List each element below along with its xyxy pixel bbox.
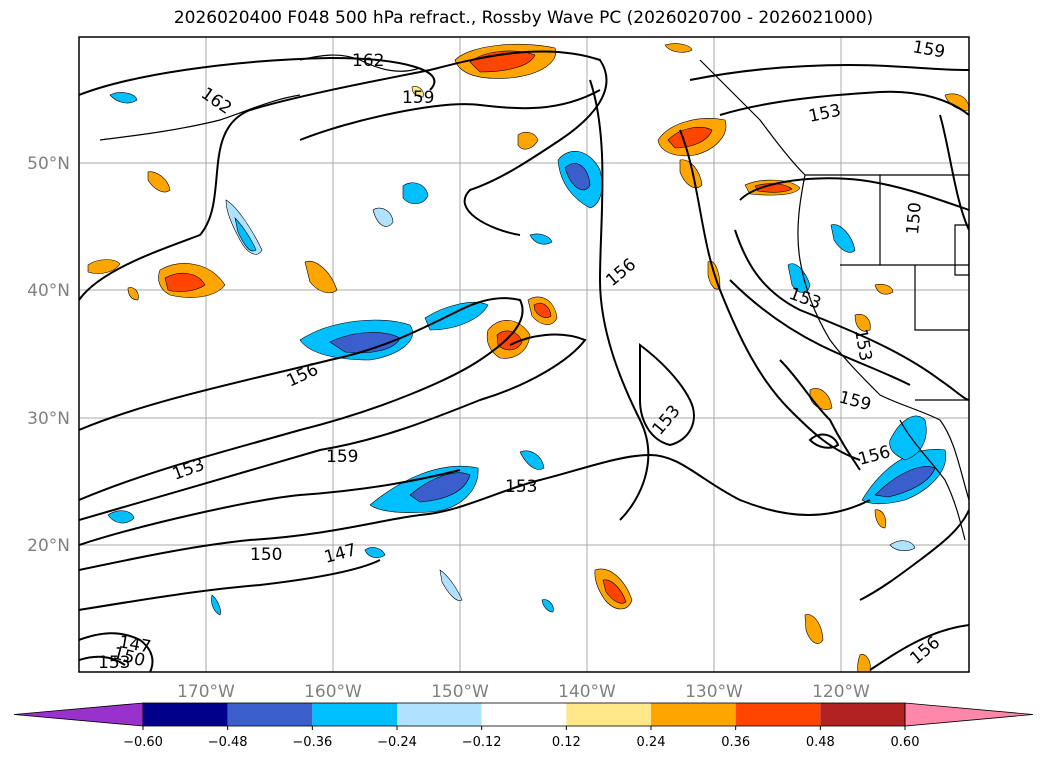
- colorbar-tick-label: 0.12: [552, 735, 581, 750]
- colorbar-tick-label: −0.12: [462, 735, 502, 750]
- colorbar-tick-label: 0.24: [637, 735, 666, 750]
- colorbar-segment: [481, 703, 567, 726]
- lat-label-30n: 30°N: [27, 409, 70, 429]
- colorbar-segment: [143, 703, 228, 726]
- lon-label-140w: 140°W: [558, 682, 616, 702]
- colorbar-segment: [651, 703, 736, 726]
- coastlines: [99, 54, 969, 541]
- height-contours: [79, 50, 969, 672]
- lat-label-50n: 50°N: [27, 154, 70, 174]
- contour-label: 159: [402, 88, 434, 108]
- lon-label-170w: 170°W: [177, 682, 235, 702]
- positive-anomaly-patches: [87, 43, 969, 672]
- lat-label-40n: 40°N: [27, 281, 70, 301]
- colorbar-tick-label: −0.48: [208, 735, 248, 750]
- colorbar-tick-label: −0.24: [377, 735, 417, 750]
- colorbar-border: [142, 702, 906, 727]
- colorbar-segment: [735, 703, 821, 726]
- longitude-labels: 170°W 160°W 150°W 140°W 130°W 120°W: [177, 682, 870, 702]
- colorbar-tick-label: 0.48: [806, 735, 835, 750]
- negative-anomaly-patches: [107, 92, 947, 616]
- lon-label-120w: 120°W: [812, 682, 870, 702]
- plot-frame: [78, 36, 970, 673]
- colorbar-tick-label: −0.36: [292, 735, 332, 750]
- map-title: 2026020400 F048 500 hPa refract., Rossby…: [173, 8, 874, 28]
- colorbar-tick-label: 0.60: [891, 735, 920, 750]
- colorbar-segment: [312, 703, 397, 726]
- colorbar-extend-low: [13, 702, 144, 727]
- contour-label: 153: [505, 477, 537, 497]
- lat-label-20n: 20°N: [27, 536, 70, 556]
- colorbar-segment: [566, 703, 651, 726]
- colorbar-tick-label: −0.60: [123, 735, 163, 750]
- lon-label-150w: 150°W: [431, 682, 489, 702]
- contour-label: 162: [352, 51, 384, 71]
- lon-label-160w: 160°W: [304, 682, 362, 702]
- colorbar-segment: [227, 703, 313, 726]
- contour-label: 159: [326, 447, 358, 467]
- colorbar-tick-label: 0.36: [721, 735, 750, 750]
- contour-label: 150: [250, 545, 282, 565]
- colorbar-segment: [397, 703, 482, 726]
- contour-label: 153: [98, 653, 130, 673]
- colorbar-segment: [820, 703, 905, 726]
- colorbar: −0.60 −0.48 −0.36 −0.24 −0.12 0.12 0.24 0.36 0.4…: [13, 702, 1034, 750]
- lon-label-130w: 130°W: [685, 682, 743, 702]
- contour-label: 150: [903, 201, 926, 235]
- colorbar-extend-high: [904, 702, 1034, 727]
- latitude-labels: 50°N 40°N 30°N 20°N: [27, 154, 70, 556]
